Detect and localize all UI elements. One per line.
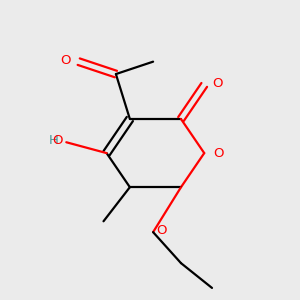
Text: O: O bbox=[156, 224, 167, 237]
Text: O: O bbox=[212, 77, 223, 90]
Text: H: H bbox=[49, 134, 58, 147]
Text: O: O bbox=[53, 134, 63, 147]
Text: O: O bbox=[213, 147, 224, 160]
Text: O: O bbox=[61, 54, 71, 67]
